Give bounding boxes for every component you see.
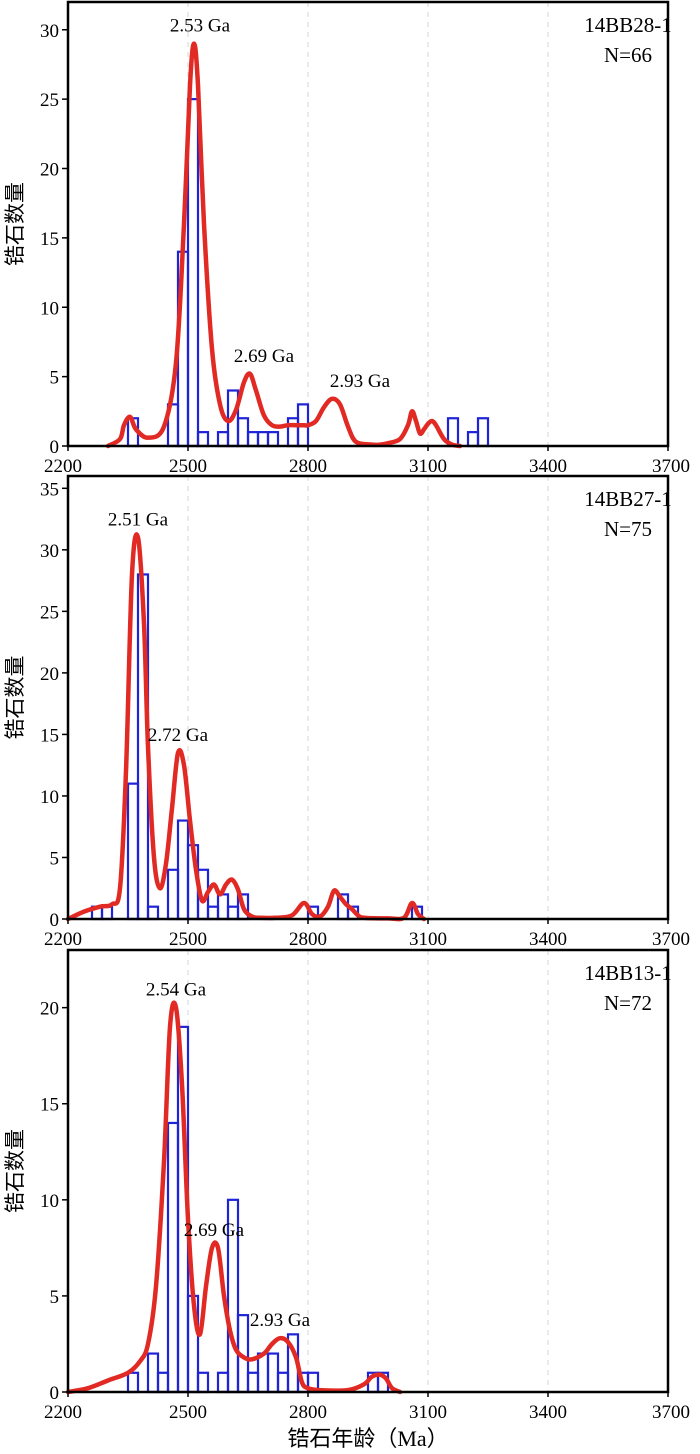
- histogram-bar: [176, 819, 190, 921]
- y-tick-label: 20: [40, 999, 59, 1020]
- sample-count: N=66: [604, 43, 652, 67]
- histogram-bar: [276, 1371, 290, 1394]
- y-tick-label: 10: [40, 298, 59, 319]
- histogram-bar: [126, 1371, 140, 1394]
- peak-label: 2.69 Ga: [234, 346, 295, 367]
- y-tick-label: 35: [40, 479, 59, 500]
- peak-label: 2.51 Ga: [108, 510, 169, 531]
- histogram-bar: [186, 98, 200, 448]
- x-tick-label: 2200: [44, 1402, 82, 1423]
- histogram-bar: [286, 417, 300, 448]
- x-tick-label: 2500: [169, 929, 207, 950]
- x-tick-label: 3100: [409, 456, 447, 477]
- y-tick-label: 5: [50, 368, 60, 389]
- histogram-bar: [266, 431, 280, 448]
- y-axis-label: 锆石数量: [3, 656, 27, 740]
- y-tick-label: 10: [40, 1191, 59, 1212]
- histogram-bar: [266, 1352, 280, 1394]
- peak-label: 2.53 Ga: [170, 16, 231, 37]
- peak-label: 2.69 Ga: [184, 1220, 245, 1241]
- histogram-bar: [256, 431, 270, 448]
- x-tick-label: 3100: [409, 1402, 447, 1423]
- histogram-bar: [476, 417, 490, 448]
- plot-frame: [66, 474, 670, 921]
- y-tick-label: 15: [40, 725, 59, 746]
- histogram-bar: [166, 1121, 180, 1394]
- kde-curve: [105, 41, 463, 449]
- y-tick-label: 20: [40, 664, 59, 685]
- histogram-bar: [216, 893, 230, 921]
- histogram-bar: [246, 431, 260, 448]
- histogram-bar: [196, 1371, 210, 1394]
- histogram-bar: [466, 431, 480, 448]
- x-axis-label: 锆石年龄（Ma）: [287, 1426, 448, 1451]
- x-tick-label: 2500: [169, 1402, 207, 1423]
- x-tick-label: 2800: [289, 456, 327, 477]
- kde-curve: [65, 1000, 403, 1395]
- y-tick-label: 30: [40, 21, 59, 42]
- sample-label: 14BB27-1: [584, 487, 672, 511]
- histogram-bar: [156, 1371, 170, 1394]
- sample-count: N=72: [604, 991, 652, 1015]
- plot-frame: [66, 0, 670, 448]
- y-tick-label: 0: [50, 910, 60, 931]
- y-tick-label: 0: [50, 1383, 60, 1404]
- y-tick-label: 15: [40, 229, 59, 250]
- histogram-bar: [166, 868, 180, 921]
- x-tick-label: 2800: [289, 929, 327, 950]
- y-tick-label: 30: [40, 541, 59, 562]
- y-tick-label: 5: [50, 848, 60, 869]
- histogram-bar: [216, 1371, 230, 1394]
- x-tick-label: 3400: [529, 1402, 567, 1423]
- x-tick-label: 2200: [44, 456, 82, 477]
- y-tick-label: 25: [40, 90, 59, 111]
- y-axis-label: 锆石数量: [3, 1129, 27, 1213]
- kde-curve: [65, 532, 427, 922]
- histogram-bar: [216, 431, 230, 448]
- histogram-bar: [236, 417, 250, 448]
- x-tick-label: 2500: [169, 456, 207, 477]
- histogram-bar: [146, 1352, 160, 1394]
- y-tick-label: 5: [50, 1287, 60, 1308]
- histogram-bar: [246, 1371, 260, 1394]
- histogram-bar: [146, 905, 160, 921]
- x-tick-label: 3700: [652, 929, 690, 950]
- x-tick-label: 3700: [652, 1402, 690, 1423]
- x-tick-label: 3700: [652, 456, 690, 477]
- peak-label: 2.93 Ga: [250, 1310, 311, 1331]
- histogram-bar: [256, 1352, 270, 1394]
- peak-label: 2.54 Ga: [146, 980, 207, 1001]
- sample-label: 14BB13-1: [584, 961, 672, 985]
- histogram-bar: [226, 905, 240, 921]
- x-tick-label: 3400: [529, 929, 567, 950]
- y-axis-label: 锆石数量: [3, 182, 27, 266]
- peak-label: 2.93 Ga: [330, 371, 391, 392]
- x-tick-label: 3100: [409, 929, 447, 950]
- histogram-bar: [196, 431, 210, 448]
- x-tick-label: 3400: [529, 456, 567, 477]
- x-tick-label: 2800: [289, 1402, 327, 1423]
- sample-count: N=75: [604, 517, 652, 541]
- y-tick-label: 25: [40, 602, 59, 623]
- x-tick-label: 2200: [44, 929, 82, 950]
- y-tick-label: 20: [40, 160, 59, 181]
- histogram-bar: [126, 782, 140, 921]
- histogram-bar: [206, 905, 220, 921]
- histogram-bar: [100, 905, 114, 921]
- y-tick-label: 0: [50, 437, 60, 458]
- plot-frame: [66, 948, 670, 1394]
- peak-label: 2.72 Ga: [148, 725, 209, 746]
- sample-label: 14BB28-1: [584, 13, 672, 37]
- y-tick-label: 10: [40, 787, 59, 808]
- y-tick-label: 15: [40, 1095, 59, 1116]
